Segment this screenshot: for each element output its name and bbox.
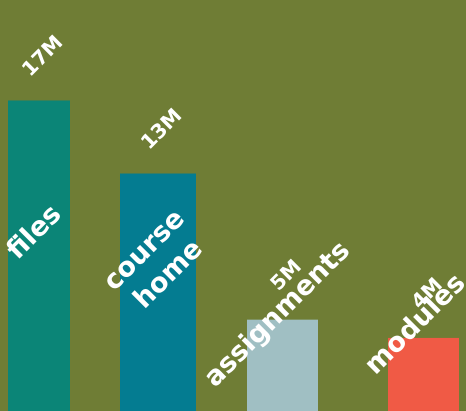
bar-assignments xyxy=(247,319,318,411)
bar-course-home xyxy=(120,173,196,411)
value-label-files: 17M xyxy=(17,30,68,81)
bar-modules xyxy=(388,337,459,411)
value-label-course-home: 13M xyxy=(136,103,187,154)
bars-group xyxy=(8,100,459,411)
bar-files xyxy=(8,100,70,411)
